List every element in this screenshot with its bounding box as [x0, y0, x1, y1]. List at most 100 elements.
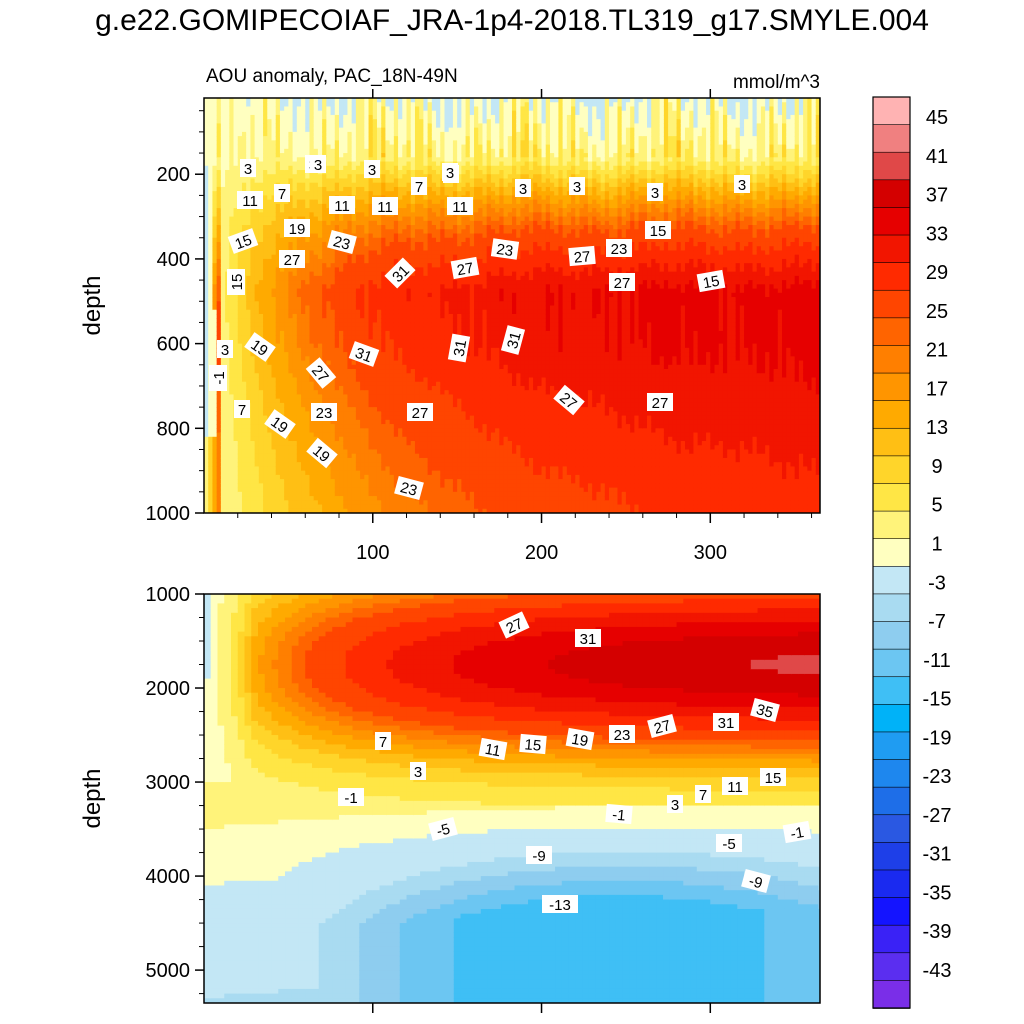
heatmap-cell: [309, 356, 315, 362]
heatmap-cell: [267, 496, 273, 501]
heatmap-cell: [351, 280, 357, 285]
heatmap-cell: [267, 178, 273, 184]
heatmap-cell: [292, 356, 298, 362]
heatmap-cell: [267, 487, 273, 493]
heatmap-cell: [271, 500, 277, 506]
heatmap-cell: [317, 487, 323, 493]
heatmap-cell: [267, 119, 273, 124]
heatmap-cell: [406, 225, 412, 230]
heatmap-cell: [288, 140, 294, 146]
heatmap-cell: [322, 220, 327, 226]
heatmap-cell: [398, 229, 403, 235]
heatmap-cell: [233, 136, 239, 141]
heatmap-cell: [339, 373, 344, 379]
heatmap-cell: [208, 131, 214, 137]
heatmap-cell: [410, 165, 416, 171]
heatmap-cell: [279, 174, 285, 180]
heatmap-cell: [360, 411, 365, 417]
heatmap-cell: [322, 203, 327, 209]
heatmap-cell: [216, 275, 222, 281]
heatmap-cell: [301, 445, 306, 451]
heatmap-cell: [385, 385, 391, 391]
heatmap-cell: [381, 127, 387, 133]
heatmap-cell: [279, 161, 285, 167]
heatmap-cell: [216, 102, 222, 108]
heatmap-cell: [402, 428, 408, 434]
heatmap-cell: [381, 233, 387, 239]
heatmap-cell: [322, 174, 327, 180]
heatmap-cell: [296, 343, 302, 349]
heatmap-cell: [263, 453, 268, 459]
heatmap-cell: [305, 356, 311, 362]
heatmap-cell: [381, 165, 387, 171]
heatmap-cell: [364, 267, 370, 273]
heatmap-cell: [398, 288, 403, 294]
heatmap-cell: [275, 436, 281, 442]
heatmap-cell: [237, 144, 243, 150]
heatmap-cell: [237, 123, 243, 129]
heatmap-cell: [292, 174, 298, 180]
heatmap-cell: [355, 415, 361, 421]
heatmap-cell: [313, 127, 319, 133]
heatmap-cell: [229, 140, 235, 146]
heatmap-cell: [372, 322, 378, 328]
heatmap-cell: [317, 254, 323, 260]
heatmap-cell: [343, 441, 349, 446]
heatmap-cell: [288, 98, 294, 103]
heatmap-cell: [410, 169, 416, 175]
heatmap-cell: [406, 241, 412, 247]
heatmap-cell: [208, 216, 214, 222]
heatmap-cell: [296, 487, 302, 493]
heatmap-cell: [233, 165, 239, 171]
heatmap-cell: [301, 313, 306, 319]
heatmap-cell: [233, 161, 239, 167]
heatmap-cell: [208, 432, 214, 438]
heatmap-cell: [385, 119, 391, 124]
heatmap-cell: [343, 402, 349, 408]
heatmap-cell: [385, 390, 391, 396]
heatmap-cell: [402, 237, 408, 243]
heatmap-cell: [292, 339, 298, 345]
heatmap-cell: [241, 301, 247, 307]
heatmap-cell: [381, 500, 387, 506]
heatmap-cell: [225, 377, 230, 383]
heatmap-cell: [334, 148, 340, 154]
heatmap-cell: [355, 322, 361, 328]
heatmap-cell: [301, 246, 306, 252]
heatmap-cell: [305, 318, 311, 324]
heatmap-cell: [246, 360, 252, 366]
heatmap-cell: [334, 271, 340, 277]
heatmap-cell: [233, 432, 239, 438]
heatmap-cell: [292, 373, 298, 379]
heatmap-cell: [212, 347, 218, 353]
heatmap-cell: [347, 254, 353, 260]
heatmap-cell: [254, 373, 260, 379]
heatmap-cell: [258, 496, 264, 501]
heatmap-cell: [372, 436, 378, 442]
heatmap-cell: [296, 369, 302, 374]
heatmap-cell: [368, 233, 374, 239]
heatmap-cell: [267, 470, 273, 476]
heatmap-cell: [305, 106, 311, 112]
heatmap-cell: [393, 131, 399, 137]
heatmap-cell: [258, 254, 264, 260]
heatmap-cell: [385, 445, 391, 451]
heatmap-cell: [271, 297, 277, 302]
heatmap-cell: [376, 347, 382, 353]
heatmap-cell: [225, 191, 230, 196]
heatmap-cell: [381, 191, 387, 196]
heatmap-cell: [347, 182, 353, 188]
heatmap-cell: [355, 470, 361, 476]
heatmap-cell: [263, 305, 268, 311]
heatmap-cell: [271, 280, 277, 285]
heatmap-cell: [241, 436, 247, 442]
heatmap-cell: [381, 254, 387, 260]
heatmap-cell: [305, 381, 311, 387]
heatmap-cell: [208, 309, 214, 315]
heatmap-cell: [212, 297, 218, 302]
heatmap-cell: [275, 508, 281, 513]
heatmap-cell: [246, 131, 252, 137]
heatmap-cell: [389, 335, 395, 340]
heatmap-cell: [216, 110, 222, 116]
heatmap-cell: [330, 390, 336, 396]
